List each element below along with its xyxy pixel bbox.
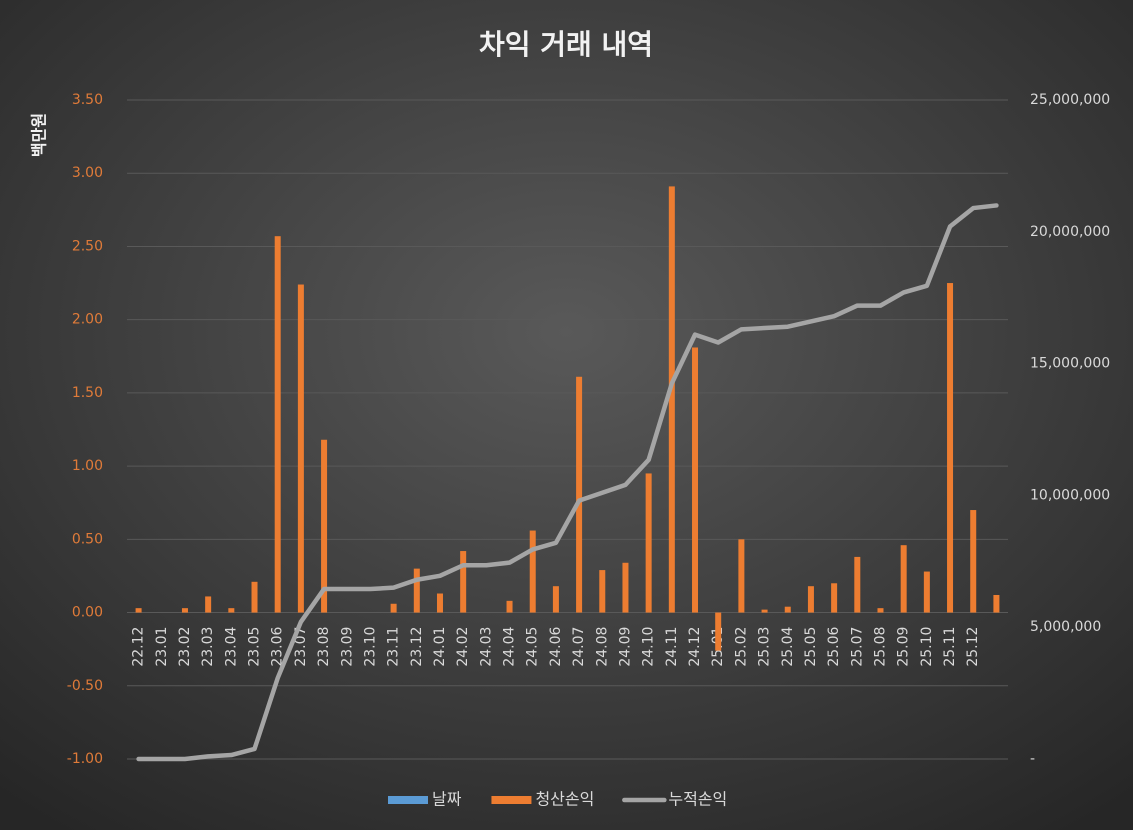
- bar: [807, 586, 814, 613]
- x-tick-label: 25.07: [849, 627, 865, 667]
- x-tick-label: 24.08: [594, 627, 610, 667]
- bar: [436, 593, 443, 613]
- x-tick-label: 23.04: [223, 626, 239, 666]
- y-tick-label: -0.50: [67, 678, 103, 694]
- x-tick-label: 24.10: [641, 627, 657, 667]
- y2-tick-label: 10,000,000: [1030, 487, 1110, 503]
- legend-label: 누적손익: [668, 790, 727, 809]
- x-tick-label: 23.10: [362, 627, 378, 667]
- x-tick-label: 22.12: [131, 627, 147, 667]
- y-tick-label: 2.50: [72, 238, 103, 254]
- x-tick-label: 25.08: [872, 627, 888, 667]
- x-tick-label: 24.01: [432, 627, 448, 667]
- legend-label: 청산손익: [535, 790, 594, 809]
- bar: [784, 606, 791, 613]
- bar: [205, 596, 212, 613]
- x-tick-label: 24.05: [525, 627, 541, 667]
- bar: [622, 562, 629, 613]
- bar: [877, 608, 884, 613]
- bar: [321, 439, 328, 613]
- y-tick-label: 3.50: [72, 92, 103, 108]
- y-axis-label: 백만원: [30, 113, 49, 157]
- bar: [135, 608, 142, 613]
- x-tick-label: 24.11: [664, 627, 680, 667]
- bar: [923, 571, 930, 613]
- line: [136, 203, 999, 762]
- legend-swatch: [388, 796, 428, 804]
- bar: [900, 545, 907, 613]
- x-tick-label: 25.04: [780, 626, 796, 666]
- x-tick-label: 23.12: [409, 627, 425, 667]
- bar: [460, 551, 467, 613]
- bar: [228, 608, 235, 613]
- bar: [506, 600, 513, 613]
- bar: [645, 473, 652, 613]
- y-tick-label: 0.00: [72, 605, 103, 621]
- x-tick-label: 24.04: [502, 626, 518, 666]
- x-tick-label: 23.11: [386, 627, 402, 667]
- bar: [413, 568, 420, 613]
- bar: [668, 186, 675, 613]
- x-tick-label: 25.09: [896, 627, 912, 667]
- y2-tick-label: 5,000,000: [1030, 619, 1101, 635]
- x-tick-label: 23.03: [200, 627, 216, 667]
- bar: [715, 612, 722, 651]
- x-tick-label: 24.06: [548, 626, 564, 666]
- x-tick-label: 23.06: [270, 626, 286, 666]
- chart-title: 차익 거래 내역: [479, 28, 653, 61]
- x-tick-label: 23.09: [339, 627, 355, 667]
- y2-tick-label: 25,000,000: [1030, 92, 1110, 108]
- x-tick-label: 24.02: [455, 627, 471, 667]
- y-tick-label: 0.50: [72, 531, 103, 547]
- bar: [993, 594, 1000, 613]
- x-tick-label: 24.03: [478, 627, 494, 667]
- bar: [831, 583, 838, 613]
- y-tick-label: 2.00: [72, 312, 103, 328]
- bar: [552, 586, 559, 613]
- y2-tick-label: 15,000,000: [1030, 356, 1110, 372]
- x-tick-label: 25.11: [942, 627, 958, 667]
- y2-tick-label: 20,000,000: [1030, 224, 1110, 240]
- y2-tick-label: -: [1030, 751, 1035, 767]
- bar: [738, 539, 745, 613]
- y-tick-label: -1.00: [67, 751, 103, 767]
- bar: [529, 530, 536, 613]
- x-tick-label: 23.05: [247, 627, 263, 667]
- x-tick-label: 24.07: [571, 627, 587, 667]
- legend-label: 날짜: [432, 790, 462, 809]
- bar: [251, 581, 258, 613]
- bar: [761, 609, 768, 613]
- bar: [390, 603, 397, 613]
- x-tick-label: 25.12: [965, 627, 981, 667]
- bar: [854, 556, 861, 613]
- bar: [947, 283, 954, 613]
- x-tick-label: 23.01: [154, 627, 170, 667]
- bar: [274, 236, 281, 613]
- x-tick-label: 25.05: [803, 627, 819, 667]
- x-tick-label: 24.09: [617, 627, 633, 667]
- y-tick-label: 1.50: [72, 385, 103, 401]
- bar: [576, 376, 583, 613]
- legend-swatch: [491, 796, 532, 804]
- x-tick-label: 23.08: [316, 627, 332, 667]
- bar: [692, 347, 699, 613]
- x-tick-label: 24.12: [687, 627, 703, 667]
- bar: [970, 510, 977, 613]
- x-tick-label: 25.06: [826, 626, 842, 666]
- bar: [599, 570, 606, 613]
- y-tick-label: 3.00: [72, 165, 103, 181]
- x-tick-label: 25.03: [757, 627, 773, 667]
- bar: [297, 284, 304, 613]
- x-tick-label: 23.02: [177, 627, 193, 667]
- y-tick-label: 1.00: [72, 458, 103, 474]
- bar: [181, 608, 188, 613]
- x-tick-label: 25.10: [919, 627, 935, 667]
- x-tick-label: 25.02: [733, 627, 749, 667]
